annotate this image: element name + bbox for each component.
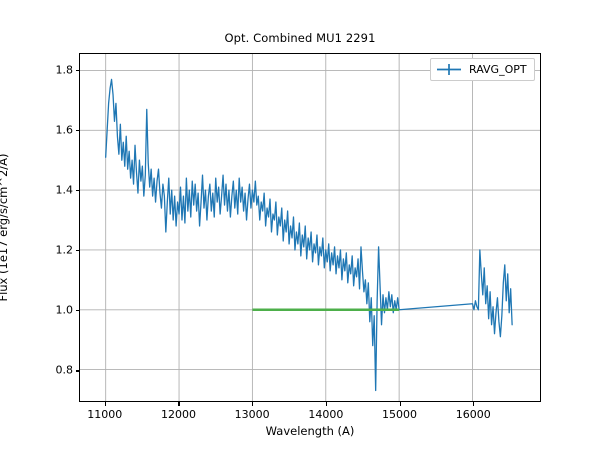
x-tick-mark bbox=[178, 402, 180, 406]
legend-box[interactable]: RAVG_OPT bbox=[430, 58, 535, 81]
x-tick-label: 16000 bbox=[455, 408, 491, 421]
y-tick-mark bbox=[75, 129, 79, 131]
y-tick-label: 1.4 bbox=[55, 183, 74, 197]
x-tick-label: 13000 bbox=[234, 408, 270, 421]
y-tick-label: 1.6 bbox=[55, 123, 74, 137]
x-tick-mark bbox=[399, 402, 401, 406]
plot-area bbox=[79, 53, 541, 402]
y-axis-label: Flux (1e17 erg/s/cm^2/A) bbox=[0, 153, 10, 302]
x-tick-mark bbox=[473, 402, 475, 406]
x-axis-label: Wavelength (A) bbox=[265, 424, 355, 438]
x-tick-label: 14000 bbox=[308, 408, 344, 421]
y-tick-label: 1.8 bbox=[55, 63, 74, 77]
y-tick-mark bbox=[75, 370, 79, 372]
x-tick-mark bbox=[104, 402, 106, 406]
y-tick-mark bbox=[75, 189, 79, 191]
y-tick-label: 0.8 bbox=[55, 363, 74, 377]
x-tick-mark bbox=[325, 402, 327, 406]
y-tick-label: 1.2 bbox=[55, 243, 74, 257]
x-tick-label: 15000 bbox=[382, 408, 418, 421]
x-tick-label: 12000 bbox=[160, 408, 196, 421]
x-tick-label: 11000 bbox=[87, 408, 123, 421]
y-tick-mark bbox=[75, 250, 79, 252]
y-tick-mark bbox=[75, 310, 79, 312]
x-tick-mark bbox=[252, 402, 254, 406]
chart-title: Opt. Combined MU1 2291 bbox=[224, 31, 376, 45]
y-tick-mark bbox=[75, 69, 79, 71]
y-tick-label: 1.0 bbox=[55, 303, 74, 317]
data-series-layer bbox=[105, 78, 513, 392]
legend-errorbar-icon bbox=[437, 64, 461, 75]
legend-label: RAVG_OPT bbox=[469, 63, 527, 76]
